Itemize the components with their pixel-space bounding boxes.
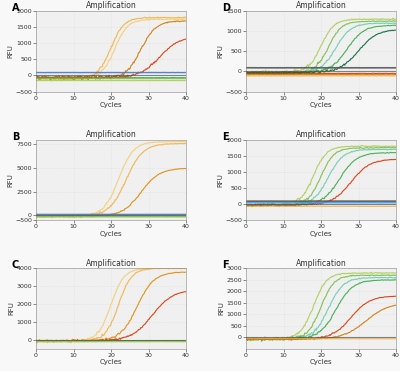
Title: Amplification: Amplification [86, 130, 136, 139]
X-axis label: Cycles: Cycles [100, 102, 122, 108]
Title: Amplification: Amplification [296, 130, 346, 139]
Text: A: A [12, 3, 20, 13]
Title: Amplification: Amplification [296, 259, 346, 267]
Y-axis label: RFU: RFU [219, 302, 225, 315]
Text: F: F [222, 260, 229, 270]
Text: E: E [222, 132, 229, 142]
Text: C: C [12, 260, 19, 270]
Y-axis label: RFU: RFU [218, 173, 224, 187]
Text: B: B [12, 132, 19, 142]
X-axis label: Cycles: Cycles [310, 102, 332, 108]
X-axis label: Cycles: Cycles [100, 359, 122, 365]
Text: D: D [222, 3, 230, 13]
Y-axis label: RFU: RFU [218, 45, 224, 58]
X-axis label: Cycles: Cycles [310, 359, 332, 365]
Title: Amplification: Amplification [86, 1, 136, 10]
Title: Amplification: Amplification [86, 259, 136, 267]
Title: Amplification: Amplification [296, 1, 346, 10]
X-axis label: Cycles: Cycles [100, 231, 122, 237]
Y-axis label: RFU: RFU [9, 302, 15, 315]
Y-axis label: RFU: RFU [8, 173, 14, 187]
Y-axis label: RFU: RFU [8, 45, 14, 58]
X-axis label: Cycles: Cycles [310, 231, 332, 237]
